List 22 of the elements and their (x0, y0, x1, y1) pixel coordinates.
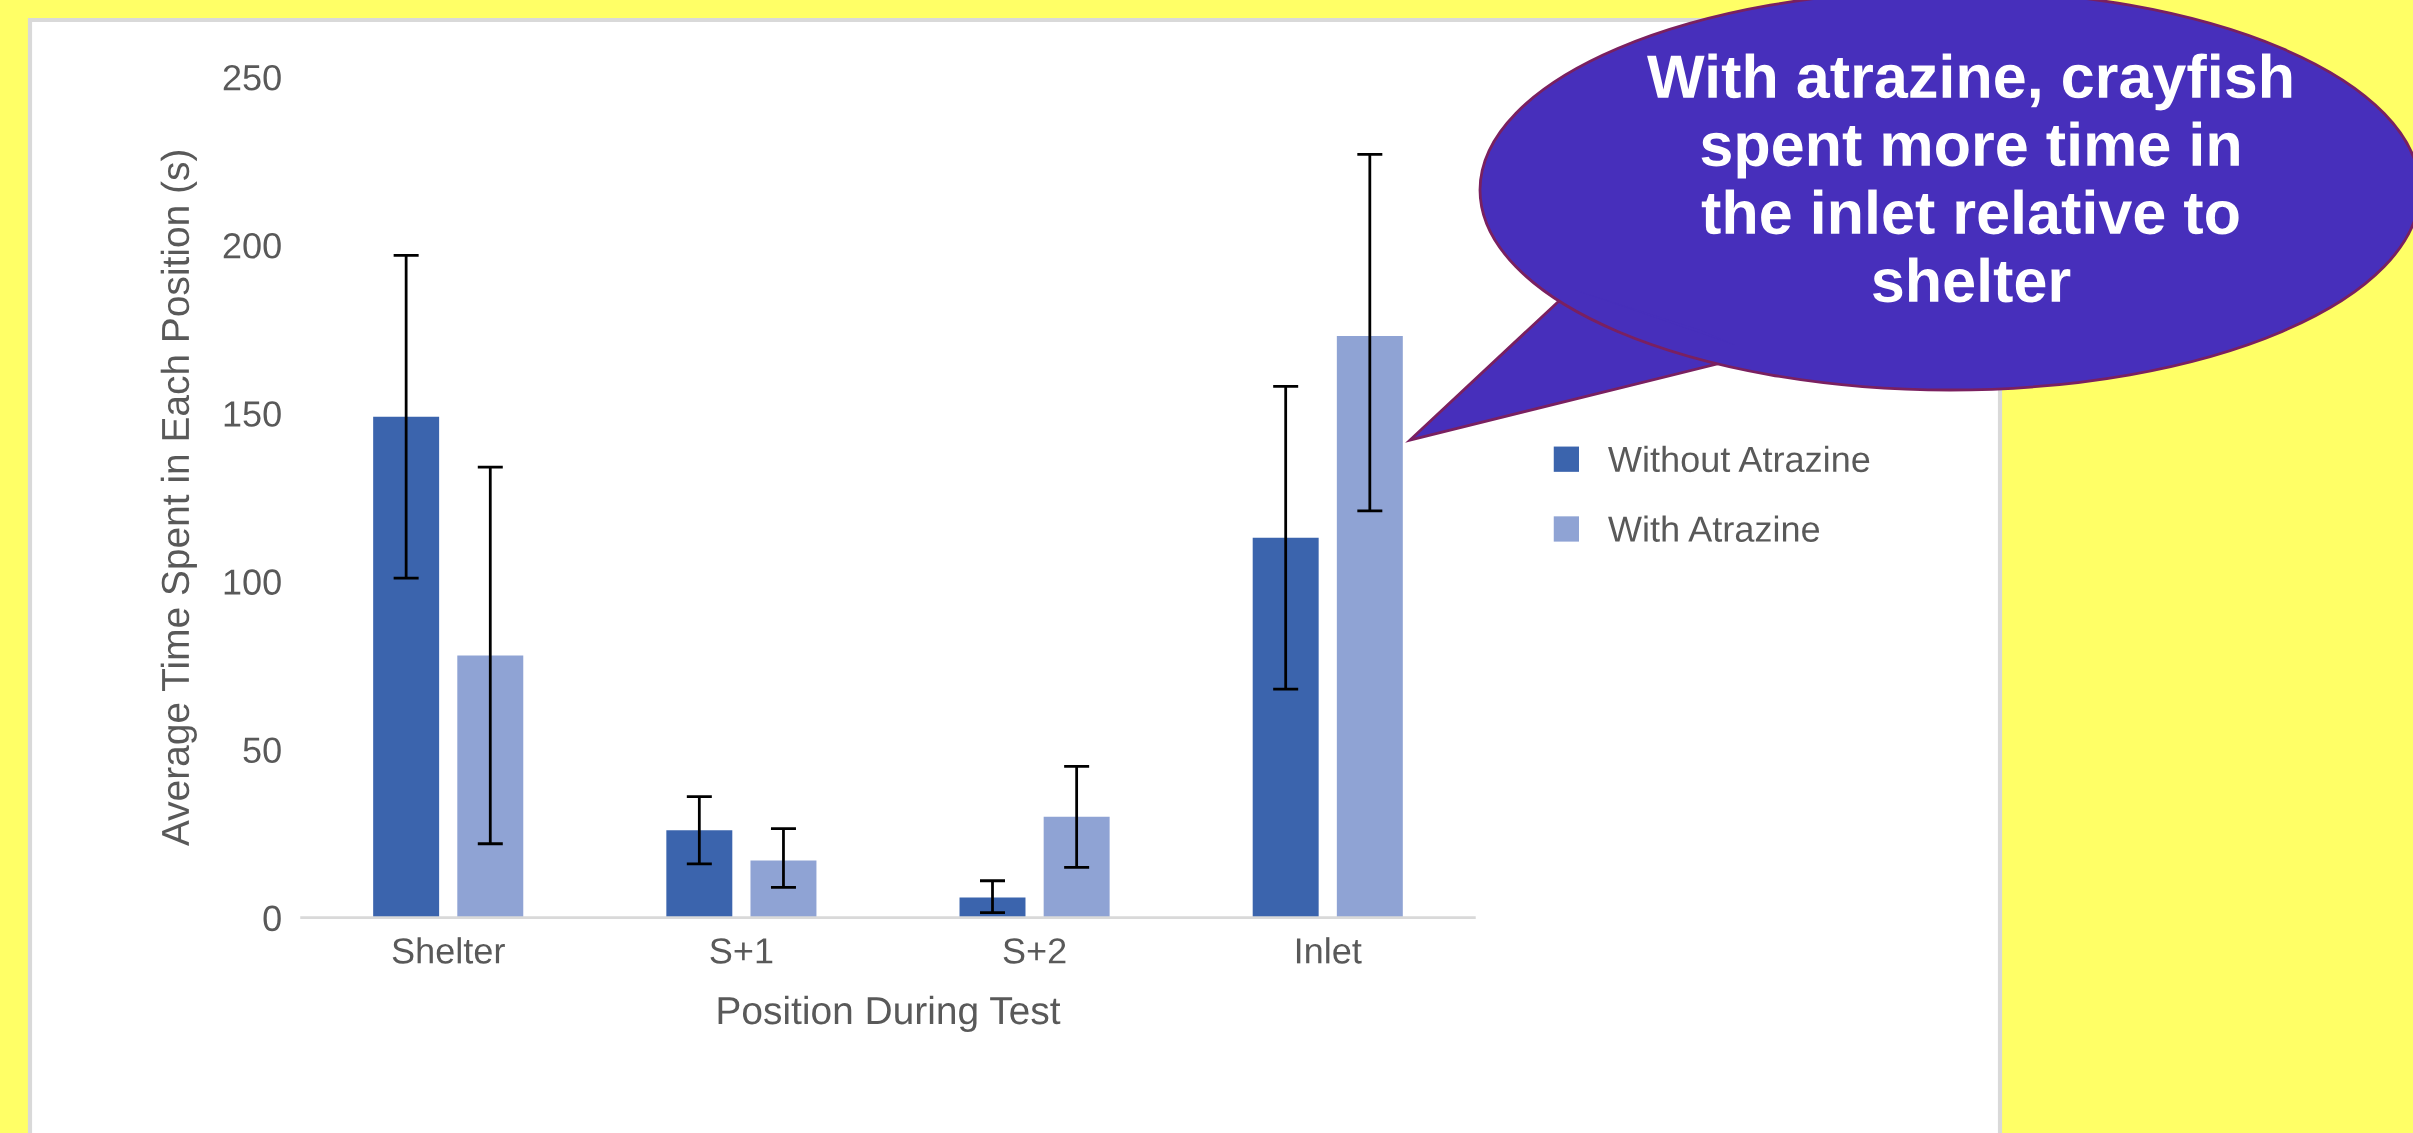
x-tick-label: Shelter (392, 937, 505, 964)
x-tick-label: S+1 (710, 938, 773, 964)
y-tick-label: 150 (224, 401, 281, 427)
y-tick-label: 0 (263, 905, 281, 932)
legend-label: With Atrazine (1608, 515, 1820, 542)
bar (373, 416, 440, 918)
bar (457, 655, 524, 918)
bar (1336, 335, 1403, 918)
x-axis-title: Position During Test (718, 995, 1061, 1033)
text: With atrazine, crayfish spent more time in the inlet relative to shelter (1647, 53, 2292, 303)
y-tick-label: 100 (224, 569, 281, 595)
bar (750, 860, 817, 918)
legend-label: Without Atrazine (1608, 445, 1870, 473)
x-tick-label: S+2 (1003, 938, 1066, 964)
y-tick-label: 50 (243, 737, 281, 764)
y-axis-title: Average Time Spent in Each Position (s) (160, 151, 197, 847)
y-tick-label: 250 (223, 64, 281, 91)
y-tick-label: 200 (223, 233, 281, 259)
x-tick-label: Inlet (1296, 937, 1362, 964)
bar (1252, 537, 1319, 918)
bar (1043, 816, 1110, 918)
bar (666, 830, 733, 918)
